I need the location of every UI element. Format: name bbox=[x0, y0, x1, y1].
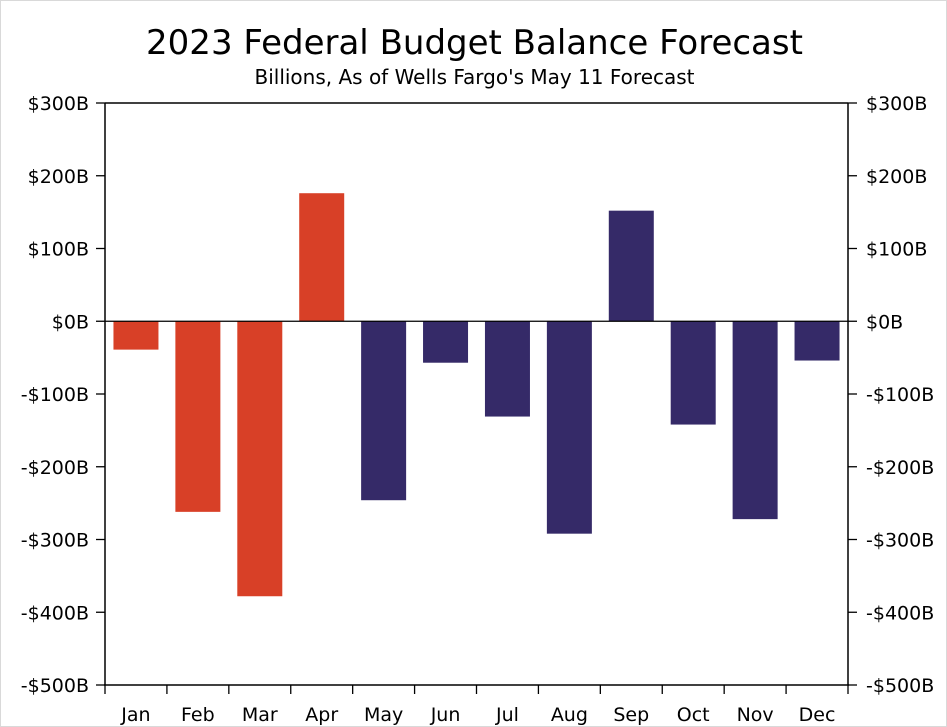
x-tick-label-dec: Dec bbox=[799, 704, 836, 726]
bar-jun bbox=[423, 321, 469, 363]
right-y-tick-label: -$200B bbox=[866, 457, 934, 479]
left-y-tick-label: -$200B bbox=[21, 457, 89, 479]
left-y-tick-label: -$100B bbox=[21, 384, 89, 406]
x-tick-label-jan: Jan bbox=[120, 704, 150, 726]
right-y-tick-label: $0B bbox=[866, 311, 903, 333]
right-y-tick-label: -$100B bbox=[866, 384, 934, 406]
bar-oct bbox=[670, 321, 716, 425]
right-y-tick-label: -$500B bbox=[866, 675, 934, 697]
left-y-tick-label: $100B bbox=[28, 239, 89, 261]
bar-sep bbox=[608, 210, 654, 322]
x-tick-label-aug: Aug bbox=[551, 704, 588, 726]
left-y-tick-label: $200B bbox=[28, 166, 89, 188]
left-y-tick-label: $300B bbox=[28, 93, 89, 115]
right-y-tick-label: $100B bbox=[866, 239, 927, 261]
left-y-tick-label: -$300B bbox=[21, 530, 89, 552]
x-tick-label-mar: Mar bbox=[242, 704, 278, 726]
left-y-tick-label: -$500B bbox=[21, 675, 89, 697]
bar-may bbox=[361, 321, 407, 501]
x-tick-label-sep: Sep bbox=[613, 704, 649, 726]
chart-title: 2023 Federal Budget Balance Forecast bbox=[146, 23, 803, 63]
right-y-tick-label: $300B bbox=[866, 93, 927, 115]
right-y-tick-label: $200B bbox=[866, 166, 927, 188]
right-y-tick-label: -$300B bbox=[866, 530, 934, 552]
bar-mar bbox=[237, 321, 283, 597]
x-tick-label-may: May bbox=[364, 704, 403, 726]
x-tick-label-apr: Apr bbox=[305, 704, 338, 726]
bar-jan bbox=[113, 321, 159, 350]
x-tick-label-jul: Jul bbox=[495, 704, 519, 726]
x-tick-label-oct: Oct bbox=[677, 704, 710, 726]
bar-jul bbox=[484, 321, 530, 417]
right-y-tick-label: -$400B bbox=[866, 602, 934, 624]
left-y-tick-label: -$400B bbox=[21, 602, 89, 624]
bar-aug bbox=[546, 321, 592, 534]
x-tick-label-nov: Nov bbox=[737, 704, 774, 726]
bar-feb bbox=[175, 321, 221, 512]
bar-dec bbox=[794, 321, 840, 361]
x-tick-label-jun: Jun bbox=[430, 704, 461, 726]
bar-nov bbox=[732, 321, 778, 520]
x-tick-label-feb: Feb bbox=[181, 704, 215, 726]
chart-subtitle: Billions, As of Wells Fargo's May 11 For… bbox=[254, 65, 695, 89]
left-y-tick-label: $0B bbox=[52, 311, 89, 333]
bar-apr bbox=[299, 193, 345, 322]
